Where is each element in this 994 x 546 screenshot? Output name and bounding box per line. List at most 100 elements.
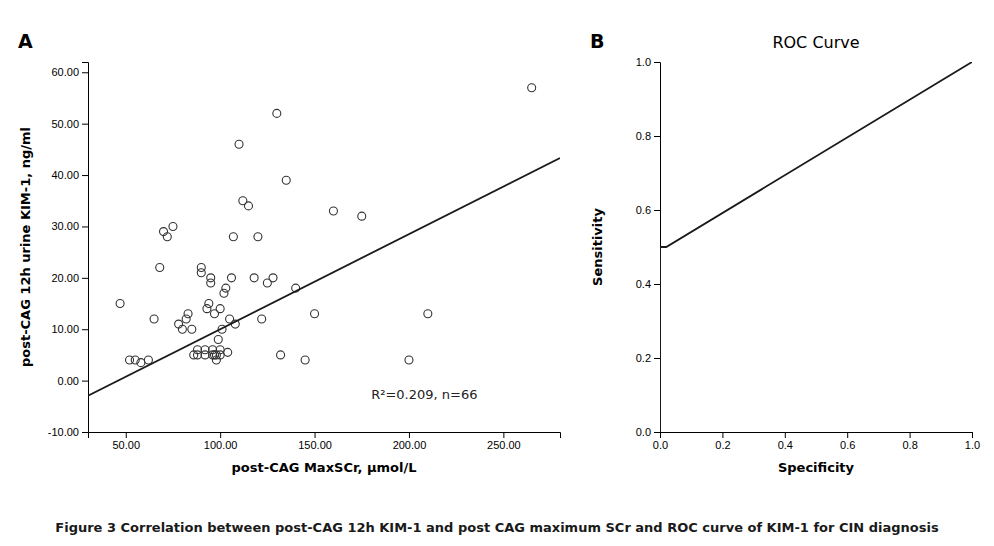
tick-mark	[972, 432, 973, 438]
point	[197, 269, 205, 277]
tick: 0.6	[840, 432, 855, 451]
marks	[660, 62, 972, 432]
caption: Figure 3 Correlation between post-CAG 12…	[55, 520, 939, 535]
point	[169, 222, 177, 230]
tick: 0.2	[636, 352, 660, 364]
point	[229, 233, 237, 241]
tick-mark	[315, 432, 316, 438]
y-axis: -10.000.0010.0020.0030.0040.0050.0060.00	[48, 63, 89, 439]
tick-mark	[910, 432, 911, 438]
tick: 0.00	[58, 375, 88, 387]
panel: 0.00.20.40.60.81.00.00.20.40.60.81.0Spec…	[590, 30, 980, 475]
tick: 1.0	[636, 56, 660, 68]
point	[116, 300, 124, 308]
tick: 60.00	[51, 66, 88, 78]
tick-mark	[82, 226, 88, 227]
tick-label: 60.00	[51, 66, 79, 78]
tick: 0.4	[636, 278, 660, 290]
tick-mark	[82, 175, 88, 176]
tick-label: 0.8	[636, 130, 651, 142]
tick-label: 200.00	[393, 439, 427, 451]
point	[137, 359, 145, 367]
tick: 0.4	[778, 432, 793, 451]
panel: 50.00 100.00 150.00 200.00 250.00 -10.00 0.00 1…	[18, 30, 561, 475]
tick-mark	[654, 432, 660, 433]
tick-label: 40.00	[51, 169, 79, 181]
tick-mark	[82, 278, 88, 279]
tick-label: 10.00	[51, 323, 79, 335]
point	[201, 351, 209, 359]
tick-mark	[654, 136, 660, 137]
marks	[88, 84, 560, 396]
tick-label: 0.4	[778, 439, 793, 451]
axis-line	[654, 63, 661, 433]
tick-mark	[722, 432, 723, 438]
tick-label: 0.0	[636, 426, 651, 438]
tick: 0.8	[902, 432, 917, 451]
point	[222, 284, 230, 292]
tick: 0.2	[715, 432, 730, 451]
point	[182, 315, 190, 323]
tick: 50.00	[112, 432, 140, 451]
point	[163, 233, 171, 241]
line	[660, 62, 972, 432]
panel-label: A	[18, 30, 33, 52]
tick-mark	[409, 432, 410, 438]
axis-line	[661, 433, 973, 439]
tick: 100.00	[204, 432, 238, 451]
annotation: R²=0.209, n=66	[371, 387, 477, 402]
tick-mark	[847, 432, 848, 438]
point	[203, 305, 211, 313]
axis-line	[89, 433, 561, 439]
x-axis: 0.0 0.2 0.4 0.6 0.8 1.0	[653, 432, 980, 451]
tick-mark	[785, 432, 786, 438]
tick: 30.00	[51, 220, 88, 232]
x-axis-title: post-CAG MaxSCr, μmol/L	[232, 460, 417, 475]
point	[301, 356, 309, 364]
tick: 0.8	[636, 130, 660, 142]
tick: 10.00	[51, 323, 88, 335]
axis-line	[82, 63, 89, 433]
point	[156, 264, 164, 272]
tick: 200.00	[393, 432, 427, 451]
tick-label: 0.6	[636, 204, 651, 216]
tick-label: 250.00	[487, 439, 521, 451]
point	[528, 84, 536, 92]
point	[358, 212, 366, 220]
point	[205, 300, 213, 308]
tick-mark	[82, 329, 88, 330]
point	[254, 233, 262, 241]
tick-mark	[654, 210, 660, 211]
tick-label: 0.8	[902, 439, 917, 451]
tick: 40.00	[51, 169, 88, 181]
tick-label: 150.00	[298, 439, 332, 451]
y-axis-title: Sensitivity	[590, 208, 605, 286]
tick: 0.0	[653, 432, 668, 451]
tick-label: 0.2	[715, 439, 730, 451]
tick-label: 0.2	[636, 352, 651, 364]
point	[227, 274, 235, 282]
tick-label: 0.0	[653, 439, 668, 451]
figure: 50.00 100.00 150.00 200.00 250.00 -10.00 0.00 1…	[0, 0, 994, 546]
tick-mark	[82, 381, 88, 382]
point	[144, 356, 152, 364]
tick-mark	[82, 432, 88, 433]
y-axis: 0.0 0.2 0.4 0.6 0.8 1.0	[636, 56, 661, 438]
tick-label: 20.00	[51, 272, 79, 284]
line	[88, 158, 560, 396]
tick-label: 30.00	[51, 220, 79, 232]
point	[269, 274, 277, 282]
point	[405, 356, 413, 364]
tick-label: 1.0	[636, 56, 651, 68]
point	[216, 305, 224, 313]
tick-mark	[654, 62, 660, 63]
tick-mark	[82, 72, 88, 73]
tick: 1.0	[965, 432, 980, 451]
tick-mark	[654, 358, 660, 359]
tick: -10.00	[48, 426, 88, 438]
point	[250, 274, 258, 282]
tick-label: 100.00	[204, 439, 238, 451]
tick: 20.00	[51, 272, 88, 284]
point	[207, 279, 215, 287]
point	[220, 289, 228, 297]
